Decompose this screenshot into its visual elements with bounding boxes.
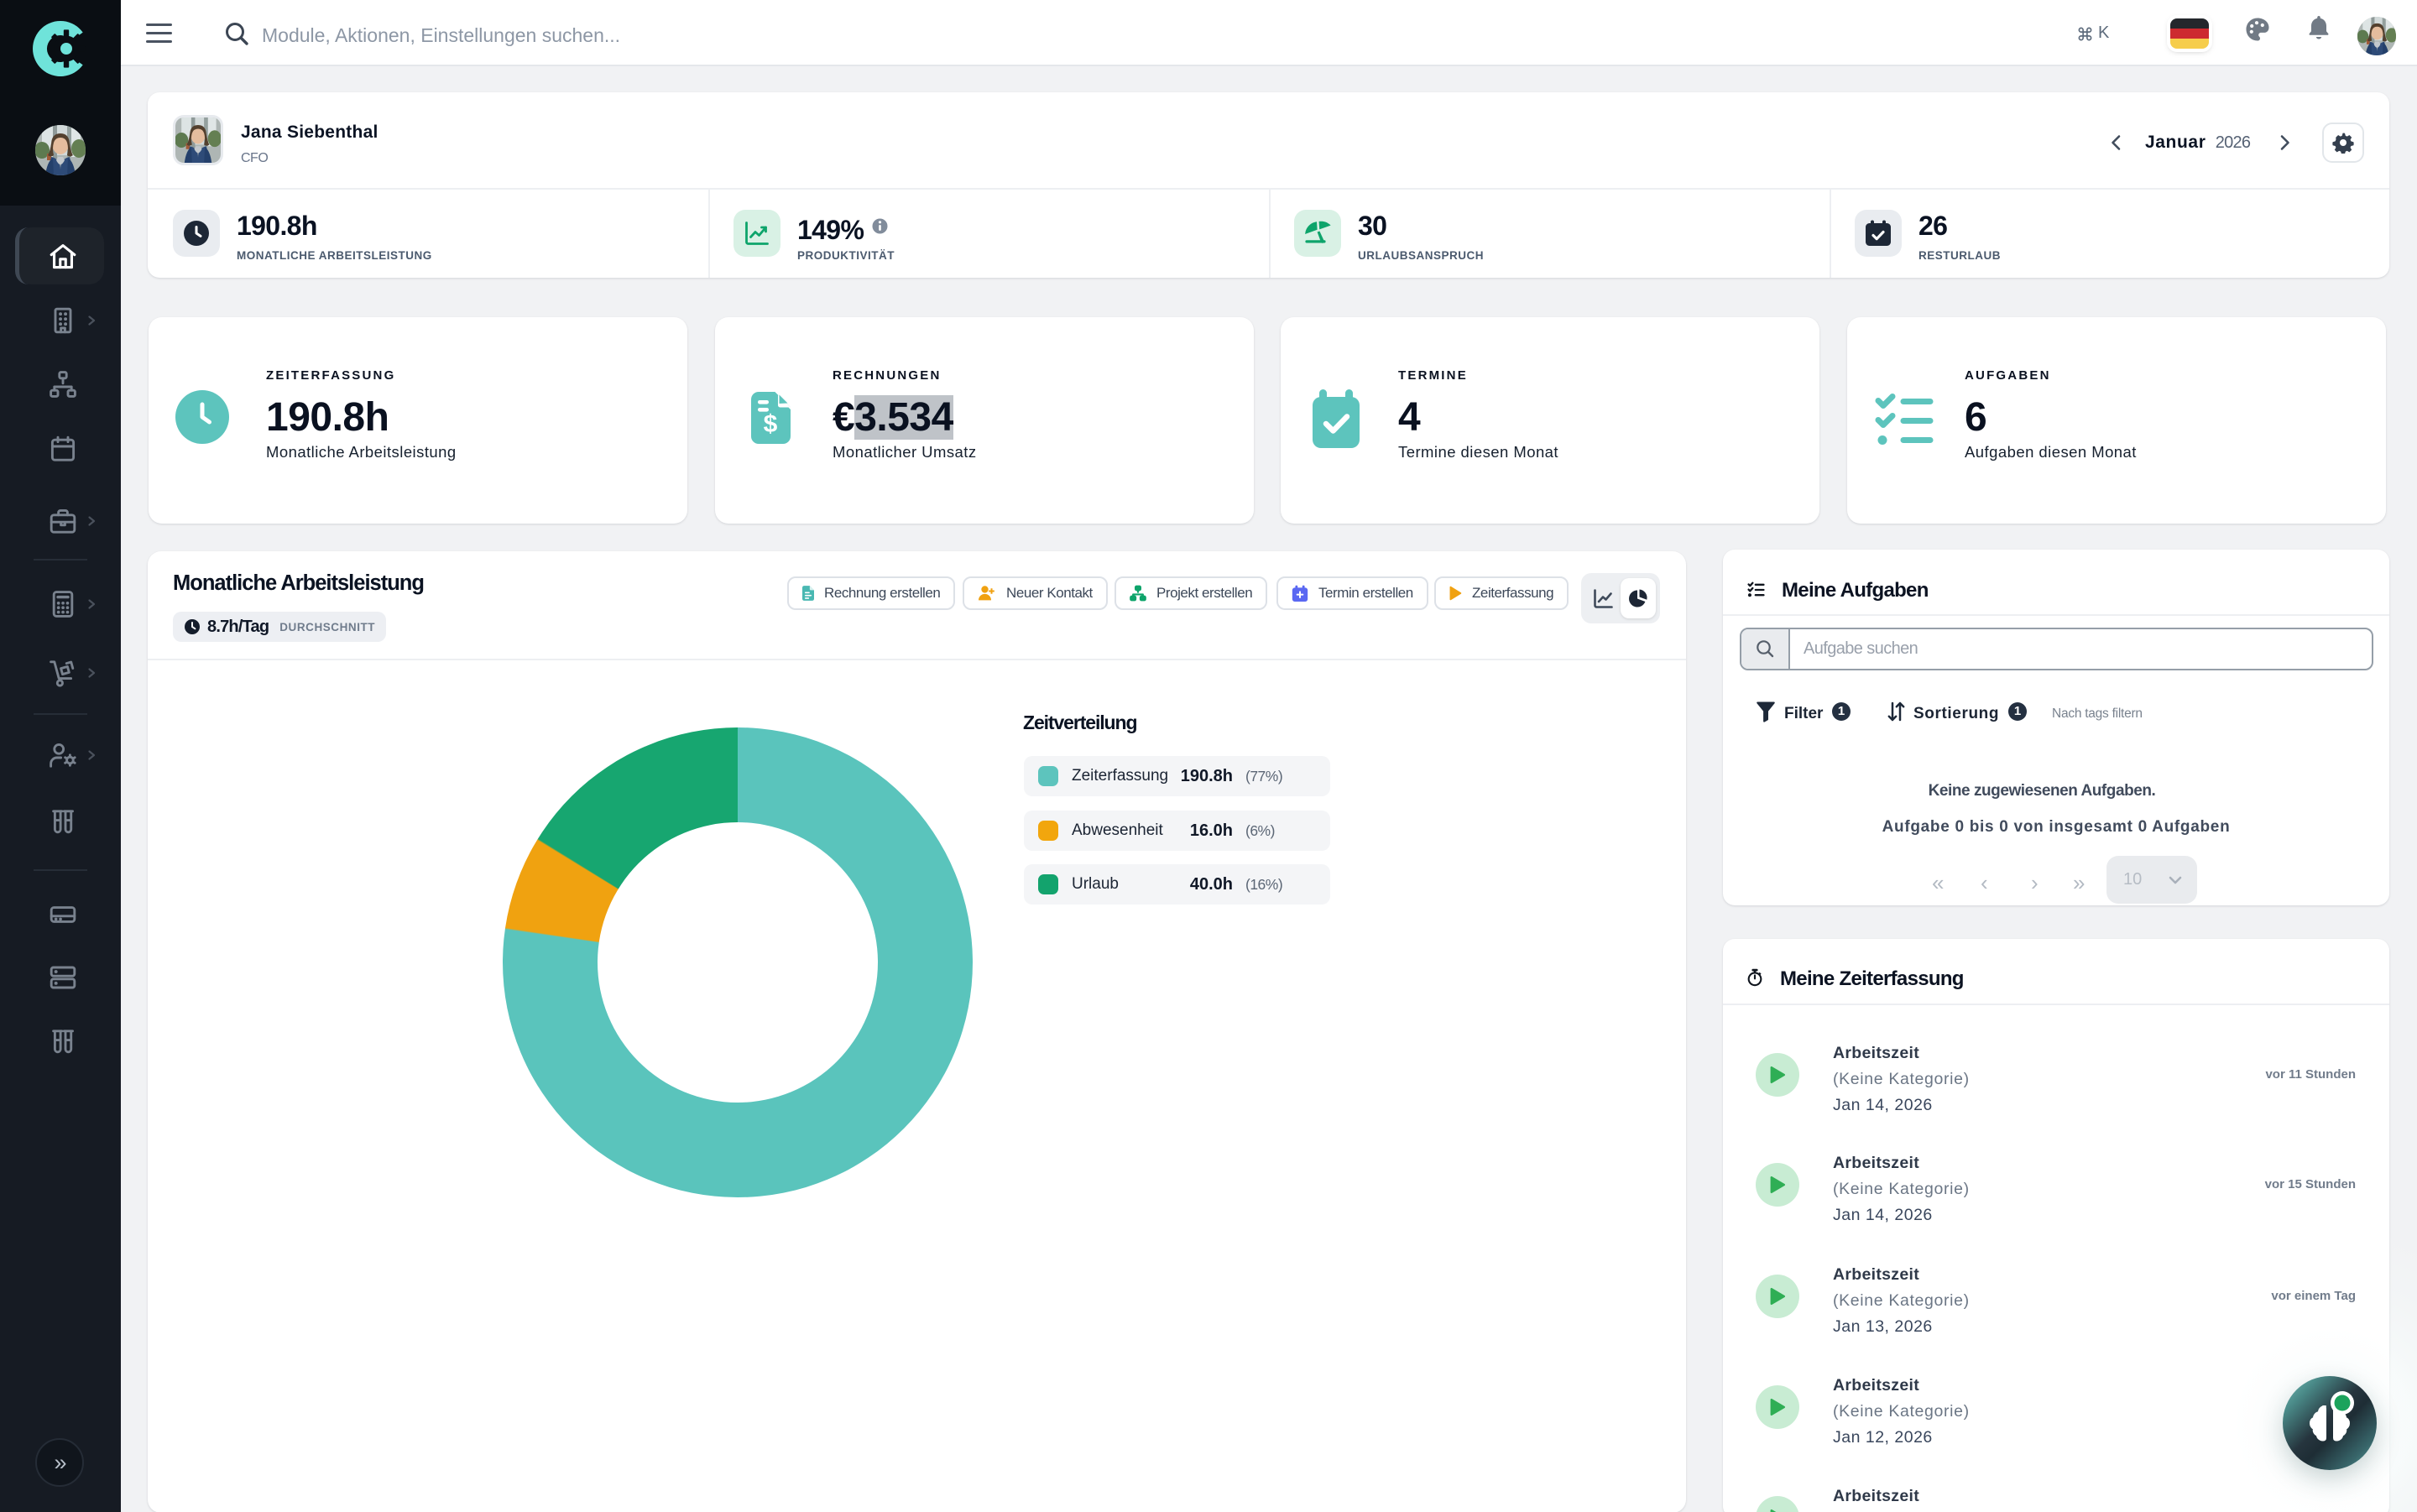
svg-text:$: $ xyxy=(764,410,778,438)
